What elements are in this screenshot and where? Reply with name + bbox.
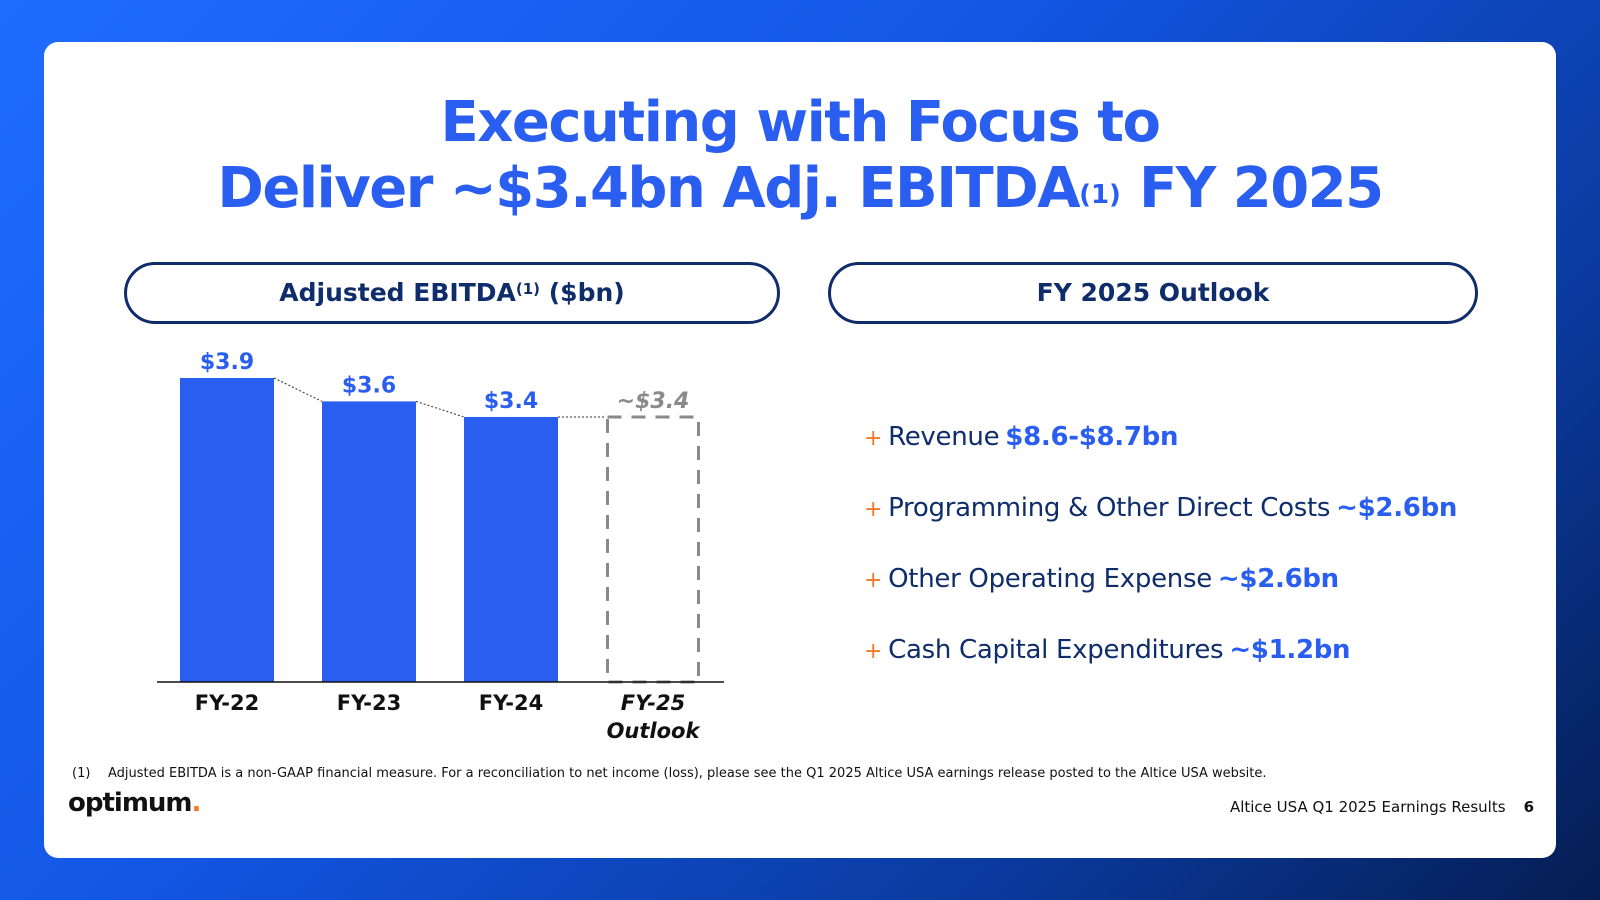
outlook-item: + Cash Capital Expenditures ~$1.2bn [864,635,1351,665]
outlook-item: + Revenue $8.6-$8.7bn [864,422,1179,452]
title-line-2: Deliver ~$3.4bn Adj. EBITDA(1) FY 2025 [44,156,1556,222]
x-tick-label: FY-25 [621,691,685,715]
trend-connector [273,377,323,402]
bar [464,416,558,682]
footnote-number: (1) [72,766,91,781]
footer-source-text: Altice USA Q1 2025 Earnings Results [1229,798,1506,816]
title-line-1: Executing with Focus to [440,90,1161,155]
plus-bullet-icon: + [864,497,883,522]
outlook-item-label: Cash Capital Expenditures [888,635,1224,665]
title-line-2-main: Deliver ~$3.4bn Adj. EBITDA [217,156,1080,221]
outlook-item: + Programming & Other Direct Costs ~$2.6bn [864,493,1457,523]
plus-bullet-icon: + [864,426,883,451]
bar [322,401,416,682]
plus-bullet-icon: + [864,639,883,664]
footnote: (1) Adjusted EBITDA is a non-GAAP financi… [72,766,1267,781]
outlook-item-value: $8.6-$8.7bn [1005,422,1179,452]
title-line-2-end: FY 2025 [1138,156,1384,221]
ebitda-bar-chart: $3.9 FY-22 $3.6 FY-23 $3.4 FY-24 ~$3.4 FY-25 Out… [157,350,724,743]
trend-connector [415,400,465,418]
outlook-item-value: ~$2.6bn [1217,564,1339,594]
chart-header-label: Adjusted EBITDA [279,278,516,307]
optimum-logo: optimum. [68,788,202,818]
footer-source: Altice USA Q1 2025 Earnings Results 6 [1230,798,1534,816]
outlook-header-pill: FY 2025 Outlook [828,262,1478,324]
chart-header-footnote-ref: (1) [515,280,541,298]
outlook-item-value: ~$1.2bn [1229,635,1351,665]
x-tick-label: Outlook [607,719,702,743]
title-footnote-ref: (1) [1079,180,1121,210]
x-tick-label: FY-24 [479,691,543,715]
chart-header-pill: Adjusted EBITDA(1) ($bn) [124,262,780,324]
x-tick-label: FY-23 [337,691,401,715]
outlook-item-label: Revenue [888,422,1000,452]
data-label: $3.4 [484,389,538,414]
data-label: ~$3.4 [617,389,690,414]
slide: Executing with Focus to Deliver ~$3.4bn … [44,42,1556,858]
bar-projected [606,415,700,684]
plus-bullet-icon: + [864,568,883,593]
chart-header-unit: ($bn) [548,278,625,307]
page-number: 6 [1523,798,1534,816]
logo-text: optimum [68,788,193,818]
outlook-item-label: Programming & Other Direct Costs [888,493,1331,523]
logo-dot: . [191,788,202,818]
page-title: Executing with Focus to Deliver ~$3.4bn … [44,90,1556,222]
outlook-item: + Other Operating Expense ~$2.6bn [864,564,1339,594]
outlook-item-label: Other Operating Expense [888,564,1212,594]
x-tick-label: FY-22 [195,691,259,715]
data-label: $3.6 [342,373,396,398]
data-label: $3.9 [200,350,254,375]
footnote-text: Adjusted EBITDA is a non-GAAP financial … [108,766,1267,781]
outlook-item-value: ~$2.6bn [1336,493,1458,523]
bar [180,378,274,682]
